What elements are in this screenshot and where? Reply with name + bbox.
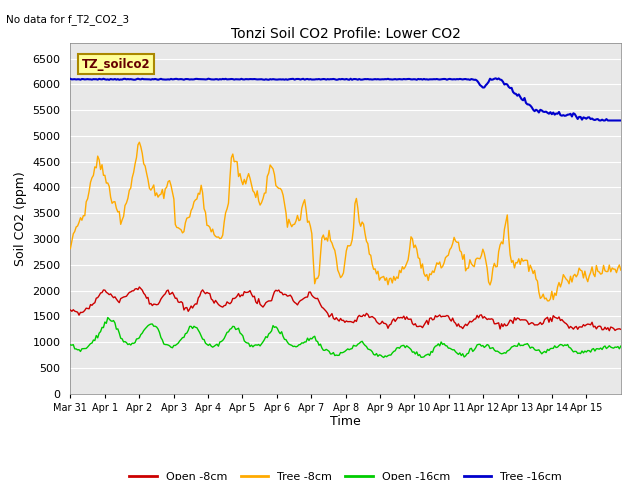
Text: TZ_soilco2: TZ_soilco2 [81, 58, 150, 71]
X-axis label: Time: Time [330, 415, 361, 429]
Legend: Open -8cm, Tree -8cm, Open -16cm, Tree -16cm: Open -8cm, Tree -8cm, Open -16cm, Tree -… [125, 467, 566, 480]
Y-axis label: Soil CO2 (ppm): Soil CO2 (ppm) [14, 171, 27, 266]
Title: Tonzi Soil CO2 Profile: Lower CO2: Tonzi Soil CO2 Profile: Lower CO2 [230, 27, 461, 41]
Text: No data for f_T2_CO2_3: No data for f_T2_CO2_3 [6, 14, 129, 25]
